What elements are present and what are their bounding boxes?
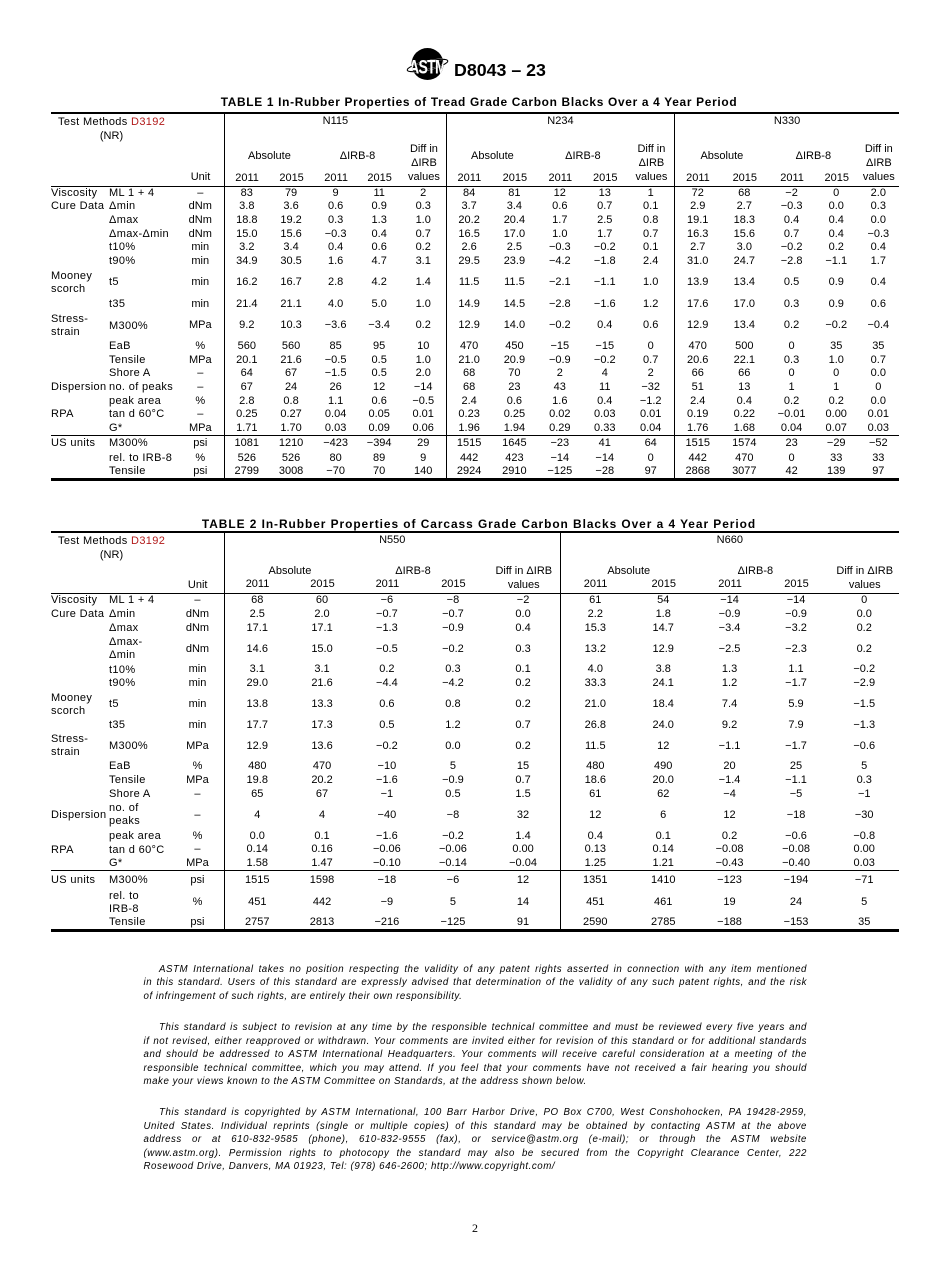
svg-text:ASTM: ASTM: [409, 55, 446, 78]
